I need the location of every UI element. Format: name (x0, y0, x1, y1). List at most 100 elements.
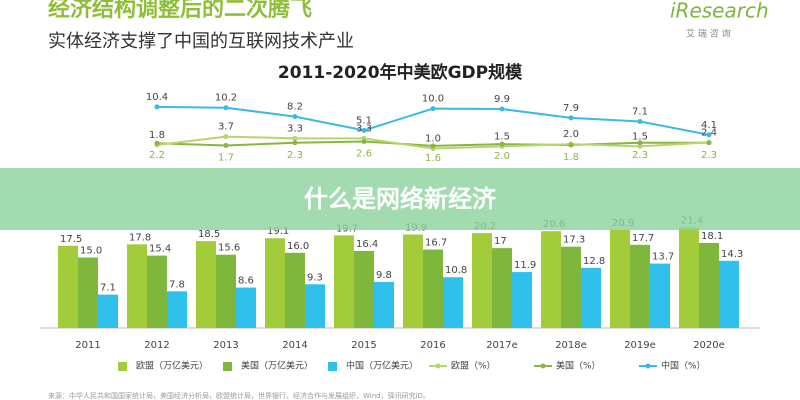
bar (78, 257, 98, 328)
banner-band (0, 168, 800, 230)
page-subtitle: 实体经济支撑了中国的互联网技术产业 (48, 31, 354, 52)
legend-swatch (118, 362, 127, 371)
value-label: 1.5 (494, 131, 510, 142)
value-label: 18.1 (701, 231, 723, 242)
legend-label: 美国（%） (556, 360, 601, 372)
legend-swatch (540, 363, 546, 369)
value-label: 7.9 (563, 103, 579, 114)
value-label: 10.8 (445, 265, 467, 276)
bar (512, 272, 532, 328)
line-point (223, 105, 229, 111)
value-label: 17 (494, 236, 507, 247)
legend-swatch (223, 362, 232, 371)
bar (403, 234, 423, 328)
legend-label: 美国（万亿美元） (241, 360, 313, 372)
value-label: 5.1 (356, 115, 372, 126)
bar (127, 244, 147, 328)
value-label: 9.8 (376, 270, 392, 281)
bar (58, 245, 78, 328)
bar (443, 277, 463, 328)
x-tick-label: 2013 (213, 340, 238, 351)
chart-title: 2011-2020年中美欧GDP规模 (278, 62, 523, 83)
legend-swatch (435, 363, 441, 369)
bar (98, 294, 118, 328)
value-label: 2.0 (563, 129, 579, 140)
line-point (223, 134, 229, 140)
legend-swatch (645, 363, 651, 369)
bar (472, 233, 492, 328)
footnote: 来源：中华人民共和国国家统计局，美国经济分析局，欧盟统计局，世界银行，经济合作与… (48, 391, 430, 400)
x-tick-label: 2012 (144, 340, 169, 351)
line-point (292, 135, 298, 141)
value-label: 4.1 (701, 120, 717, 131)
line-point (568, 115, 574, 121)
value-label: 3.7 (218, 122, 234, 133)
logo: iResearch (670, 0, 769, 23)
x-tick-label: 2017e (486, 340, 518, 351)
line-point (637, 118, 643, 124)
x-tick-label: 2011 (75, 340, 100, 351)
value-label: 7.1 (100, 283, 116, 294)
value-label: 12.8 (583, 256, 605, 267)
line-point (499, 106, 505, 112)
line-point (499, 141, 505, 147)
value-label: 10.0 (422, 94, 444, 105)
value-label: 14.3 (721, 249, 743, 260)
bar (650, 263, 670, 328)
value-label: 7.1 (632, 106, 648, 117)
value-label: 1.5 (632, 131, 648, 142)
value-label: 7.8 (169, 279, 185, 290)
bar (541, 231, 561, 328)
value-label: 1.0 (425, 134, 441, 145)
x-tick-label: 2019e (624, 340, 656, 351)
value-label: 15.0 (80, 246, 102, 257)
value-label: 1.8 (563, 152, 579, 163)
value-label: 11.9 (514, 260, 536, 271)
value-label: 1.7 (218, 152, 234, 163)
line-point (568, 142, 574, 148)
x-tick-label: 2020e (693, 340, 725, 351)
value-label: 17.7 (632, 233, 654, 244)
line-point (361, 138, 367, 144)
bar (236, 287, 256, 328)
bar (354, 250, 374, 328)
bar (374, 281, 394, 328)
line-point (430, 106, 436, 112)
bar (265, 238, 285, 328)
value-label: 13.7 (652, 252, 674, 263)
legend-label: 中国（万亿美元） (346, 360, 418, 372)
line-point (154, 104, 160, 110)
bar (334, 235, 354, 328)
value-label: 8.6 (238, 276, 254, 287)
logo-sub: 艾 瑞 咨 询 (686, 28, 731, 40)
bar (719, 260, 739, 328)
bar (679, 227, 699, 328)
value-label: 17.5 (60, 234, 82, 245)
bar (196, 241, 216, 328)
value-label: 16.0 (287, 241, 309, 252)
value-label: 2.3 (701, 150, 717, 161)
value-label: 15.4 (149, 244, 171, 255)
value-label: 9.3 (307, 272, 323, 283)
x-tick-label: 2016 (420, 340, 445, 351)
value-label: 10.2 (215, 93, 237, 104)
line-point (637, 140, 643, 146)
value-label: 1.8 (149, 130, 165, 141)
value-label: 16.4 (356, 239, 378, 250)
value-label: 2.2 (149, 150, 165, 161)
x-tick-label: 2018e (555, 340, 587, 351)
x-tick-label: 2015 (351, 340, 376, 351)
bar (630, 244, 650, 328)
x-tick-label: 2014 (282, 340, 307, 351)
bar (147, 255, 167, 328)
bar (167, 291, 187, 328)
value-label: 17.8 (129, 232, 151, 243)
value-label: 2.3 (632, 150, 648, 161)
value-label: 19.1 (267, 226, 289, 237)
line-point (706, 132, 712, 138)
line-point (154, 140, 160, 146)
value-label: 15.6 (218, 243, 240, 254)
bar (561, 246, 581, 328)
line-point (292, 114, 298, 120)
